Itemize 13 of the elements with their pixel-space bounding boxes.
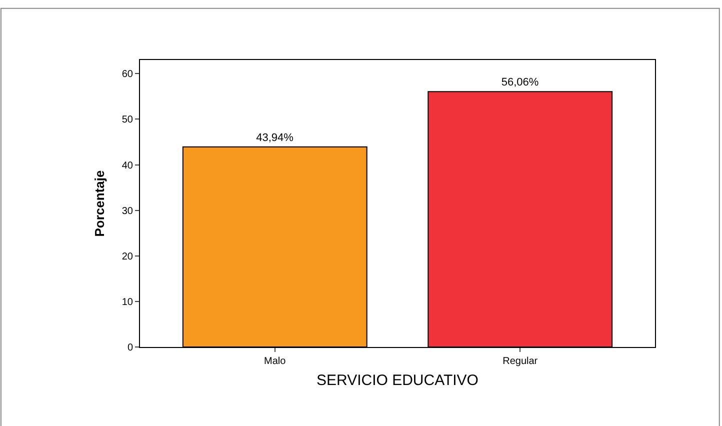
y-tick-label: 10 [122, 296, 134, 308]
x-tick-label: Regular [502, 356, 538, 367]
y-tick-label: 50 [122, 114, 134, 126]
data-label: 56,06% [501, 76, 539, 89]
y-tick-label: 60 [122, 69, 134, 80]
x-axis-title: SERVICIO EDUCATIVO [316, 372, 478, 389]
y-tick-label: 30 [122, 206, 134, 217]
y-tick-label: 0 [127, 342, 134, 354]
y-axis-title: Porcentaje [92, 170, 107, 237]
data-label: 43,94% [256, 132, 294, 144]
x-tick-label: Malo [264, 356, 286, 367]
y-tick-label: 20 [122, 251, 134, 262]
y-tick-label: 40 [122, 160, 134, 172]
